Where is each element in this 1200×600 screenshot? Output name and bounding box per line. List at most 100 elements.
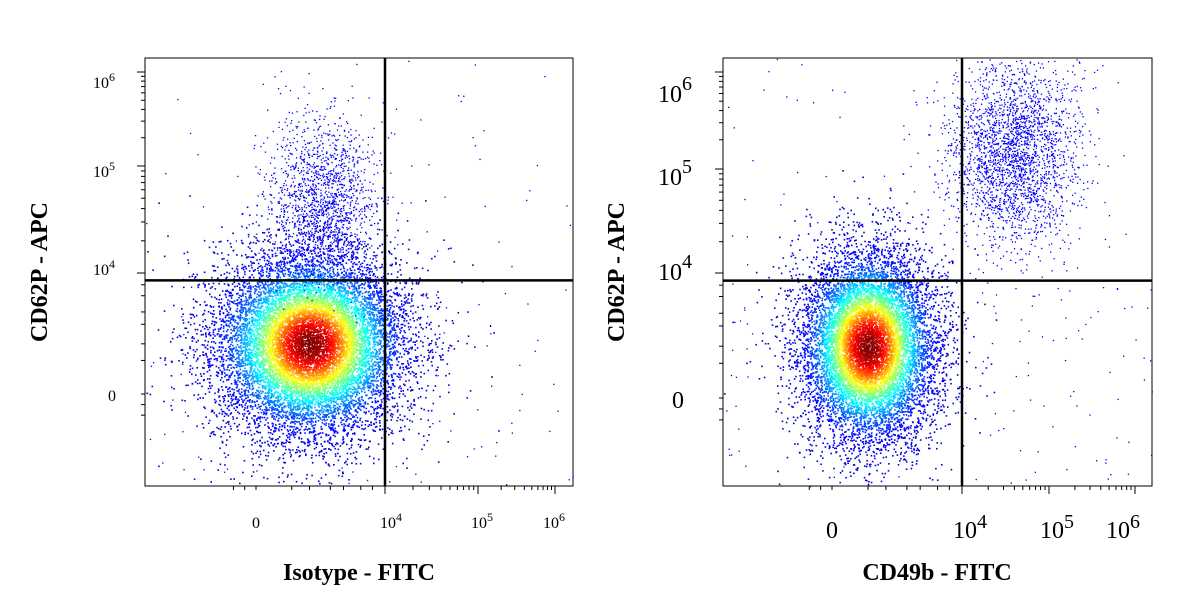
- event-dot: [363, 347, 365, 349]
- event-dot: [236, 341, 238, 343]
- event-dot: [408, 380, 410, 382]
- event-dot: [215, 246, 217, 248]
- event-dot: [210, 387, 212, 389]
- event-dot: [171, 387, 173, 389]
- event-dot: [392, 312, 394, 314]
- event-dot: [256, 400, 258, 402]
- event-dot: [267, 315, 269, 317]
- event-dot: [392, 383, 394, 385]
- event-dot: [275, 253, 277, 255]
- event-dot: [372, 394, 374, 396]
- event-dot: [364, 392, 366, 394]
- event-dot: [407, 418, 409, 420]
- event-dot: [306, 232, 308, 234]
- event-dot: [258, 337, 260, 339]
- event-dot: [406, 467, 408, 469]
- event-dot: [326, 292, 328, 294]
- event-dot: [223, 432, 225, 434]
- event-dot: [373, 291, 375, 293]
- event-dot: [418, 365, 420, 367]
- event-dot: [351, 286, 353, 288]
- event-dot: [324, 448, 326, 450]
- event-dot: [199, 355, 201, 357]
- event-dot: [196, 315, 198, 317]
- event-dot: [203, 427, 205, 429]
- event-dot: [362, 375, 364, 377]
- event-dot: [370, 406, 372, 408]
- event-dot: [207, 329, 209, 331]
- event-dot: [276, 427, 278, 429]
- event-dot: [249, 338, 251, 340]
- event-dot: [338, 413, 340, 415]
- event-dot: [220, 351, 222, 353]
- event-dot: [358, 302, 360, 304]
- event-dot: [218, 367, 220, 369]
- event-dot: [307, 271, 309, 273]
- event-dot: [242, 357, 244, 359]
- event-dot: [403, 320, 405, 322]
- event-dot: [185, 385, 187, 387]
- event-dot: [427, 440, 429, 442]
- event-dot: [350, 248, 352, 250]
- event-dot: [292, 311, 294, 313]
- event-dot: [227, 299, 229, 301]
- event-dot: [358, 285, 360, 287]
- event-dot: [387, 346, 389, 348]
- event-dot: [288, 390, 290, 392]
- event-dot: [381, 359, 383, 361]
- event-dot: [231, 341, 233, 343]
- event-dot: [228, 409, 230, 411]
- event-dot: [267, 399, 269, 401]
- event-dot: [364, 282, 366, 284]
- event-dot: [250, 306, 252, 308]
- event-dot: [241, 404, 243, 406]
- event-dot: [270, 340, 272, 342]
- event-dot: [251, 417, 253, 419]
- event-dot: [376, 368, 378, 370]
- event-dot: [370, 413, 372, 415]
- event-dot: [364, 411, 366, 413]
- event-dot: [288, 274, 290, 276]
- event-dot: [391, 416, 393, 418]
- event-dot: [255, 285, 257, 287]
- event-dot: [397, 271, 399, 273]
- event-dot: [399, 386, 401, 388]
- event-dot: [324, 423, 326, 425]
- event-dot: [397, 376, 399, 378]
- event-dot: [285, 245, 287, 247]
- event-dot: [346, 262, 348, 264]
- event-dot: [399, 353, 401, 355]
- event-dot: [389, 252, 391, 254]
- event-dot: [398, 337, 400, 339]
- event-dot: [305, 417, 307, 419]
- event-dot: [224, 339, 226, 341]
- event-dot: [235, 303, 237, 305]
- event-dot: [221, 426, 223, 428]
- event-dot: [392, 344, 394, 346]
- event-dot: [220, 436, 222, 438]
- event-dot: [158, 466, 160, 468]
- event-dot: [413, 375, 415, 377]
- event-dot: [258, 398, 260, 400]
- event-dot: [332, 248, 334, 250]
- event-dot: [368, 390, 370, 392]
- event-dot: [362, 270, 364, 272]
- event-dot: [388, 341, 390, 343]
- event-dot: [341, 420, 343, 422]
- event-dot: [333, 231, 335, 233]
- event-dot: [230, 332, 232, 334]
- event-dot: [370, 387, 372, 389]
- event-dot: [361, 334, 363, 336]
- event-dot: [315, 447, 317, 449]
- event-dot: [221, 350, 223, 352]
- event-dot: [348, 417, 350, 419]
- event-dot: [409, 409, 411, 411]
- event-dot: [410, 319, 412, 321]
- event-dot: [361, 425, 363, 427]
- event-dot: [170, 341, 172, 343]
- event-dot: [450, 248, 452, 250]
- event-dot: [398, 376, 400, 378]
- event-dot: [245, 363, 247, 365]
- event-dot: [230, 428, 232, 430]
- event-dot: [389, 351, 391, 353]
